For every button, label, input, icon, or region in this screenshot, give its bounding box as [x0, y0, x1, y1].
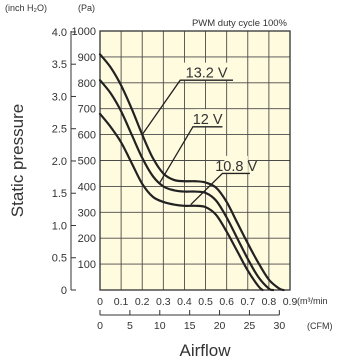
x-tick-label-m3min: 0.1 [114, 296, 129, 308]
x-tick-label-m3min: 0 [97, 296, 103, 308]
x-tick-label-m3min: 0.8 [262, 296, 277, 308]
inh2o-unit-label: (inch H₂O) [5, 3, 47, 13]
series-callout-leader [190, 172, 250, 205]
series-label: 10.8 V [215, 159, 257, 175]
series-lines [98, 53, 285, 292]
x-axis-title: Airflow [179, 341, 231, 360]
series-label: 13.2 V [186, 66, 228, 82]
series-line-2 [98, 79, 275, 292]
y-tick-label-pa: 200 [78, 233, 96, 245]
y-tick-label-pa: 900 [78, 52, 96, 64]
x-tick-label-m3min: 0.2 [135, 296, 150, 308]
series-label-bg [224, 155, 248, 174]
series-callout-leader [141, 79, 233, 135]
y-tick-label-pa: 500 [78, 156, 96, 168]
x-tick-label-cfm: 30 [273, 320, 285, 332]
y-axis-title: Static pressure [8, 104, 27, 217]
series-label-bg [194, 109, 221, 128]
y-tick-label-inh2o: 3.0 [52, 91, 67, 103]
x-tick-label-cfm: 20 [214, 320, 226, 332]
y-tick-label-pa: 800 [78, 78, 96, 90]
x-tick-label-m3min: 0.4 [177, 296, 192, 308]
x-tick-label-cfm: 5 [127, 320, 133, 332]
y-tick-label-inh2o: 0 [61, 285, 67, 297]
y-tick-label-inh2o: 1.0 [52, 220, 67, 232]
x-tick-label-cfm: 25 [244, 320, 256, 332]
chart-labels: 10020030040050060070080090010004.03.53.0… [5, 3, 333, 360]
cfm-unit-label: (CFM) [307, 321, 333, 331]
y-tick-label-pa: 600 [78, 130, 96, 142]
series-callouts: 13.2 V 12 V 10.8 V [141, 62, 257, 205]
x-tick-label-m3min: 0.7 [240, 296, 255, 308]
axes [70, 31, 280, 316]
y-tick-label-inh2o: 2.0 [52, 156, 67, 168]
y-tick-label-inh2o: 1.5 [52, 188, 67, 200]
x-tick-label-m3min: 0.3 [156, 296, 171, 308]
y-tick-label-inh2o: 4.0 [52, 27, 67, 39]
series-line-1 [98, 53, 285, 292]
series-label: 12 V [193, 112, 223, 128]
y-tick-label-pa: 700 [78, 104, 96, 116]
x-tick-label-m3min: 0.9 [283, 296, 298, 308]
y-tick-label-pa: 1000 [72, 26, 96, 38]
y-tick-label-inh2o: 2.5 [52, 124, 67, 136]
x-tick-label-m3min: 0.6 [219, 296, 234, 308]
y-tick-label-inh2o: 0.5 [52, 253, 67, 265]
x-tick-label-m3min: 0.5 [198, 296, 213, 308]
series-callout-leader [158, 126, 223, 185]
y-tick-label-inh2o: 3.5 [52, 59, 67, 71]
m3min-unit-label: (m³/min [297, 296, 328, 306]
x-tick-label-cfm: 15 [184, 320, 196, 332]
y-tick-label-pa: 300 [78, 207, 96, 219]
x-tick-label-cfm: 0 [97, 320, 103, 332]
series-label-bg [182, 62, 231, 81]
x-tick-label-cfm: 10 [154, 320, 166, 332]
series-line-3 [98, 112, 264, 292]
plot-frame [99, 30, 291, 291]
y-tick-label-pa: 100 [78, 259, 96, 271]
condition-label: PWM duty cycle 100% [192, 18, 288, 29]
pa-unit-label: (Pa) [78, 3, 95, 13]
y-tick-label-pa: 400 [78, 181, 96, 193]
